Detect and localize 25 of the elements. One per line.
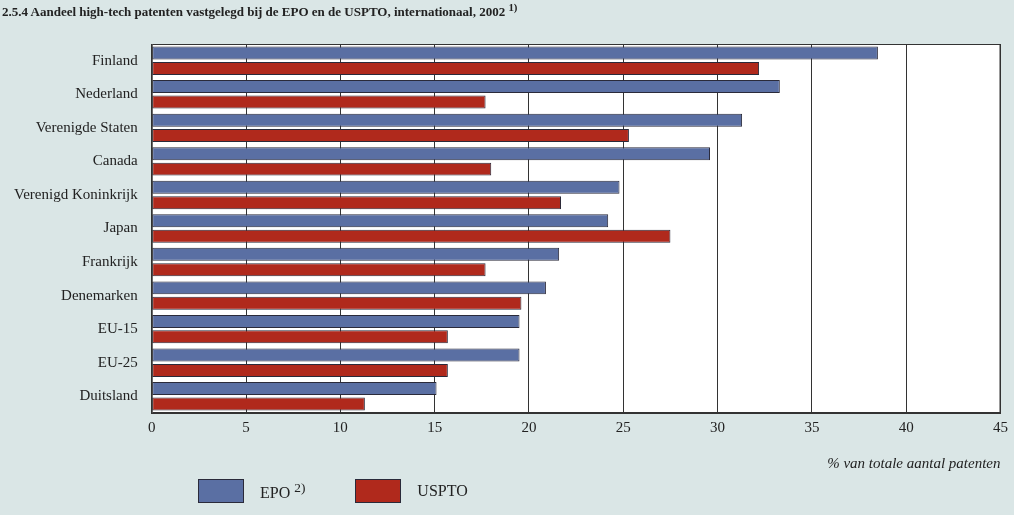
x-tick-label: 10: [332, 419, 348, 436]
x-tick-label: 15: [427, 419, 443, 436]
y-tick-label: Frankrijk: [81, 253, 139, 270]
x-tick-label: 35: [804, 419, 820, 436]
chart-title: 2.5.4 Aandeel high-tech patenten vastgelegd bij de EPO en de USPTO, internationaal, 2002 $^{1)}$: [1, 0, 519, 22]
y-tick-label: Finland: [91, 52, 139, 69]
legend-label: EPO $^{2)}$: [260, 480, 306, 503]
x-tick-label: 5: [242, 419, 250, 436]
x-tick-label: 30: [710, 419, 726, 436]
y-tick-label: Denemarken: [61, 286, 139, 303]
y-tick-label: EU-15: [97, 320, 138, 337]
y-tick-label: Nederland: [75, 85, 139, 102]
legend-label: USPTO: [417, 482, 468, 501]
y-tick-label: Japan: [103, 219, 139, 236]
x-tick-label: 20: [521, 419, 537, 436]
y-tick-label: Canada: [92, 152, 139, 169]
x-tick-label: 40: [898, 419, 914, 436]
x-tick-label: 0: [147, 419, 156, 436]
x-tick-label: 45: [993, 419, 1008, 436]
y-tick-label: EU-25: [97, 353, 138, 370]
x-axis-title: % van totale aantal patenten: [827, 455, 1001, 472]
y-tick-label: Duitsland: [79, 387, 139, 404]
y-tick-label: Verenigd Koninkrijk: [13, 186, 139, 203]
x-tick-label: 25: [615, 419, 631, 436]
y-tick-label: Verenigde Staten: [35, 119, 139, 136]
